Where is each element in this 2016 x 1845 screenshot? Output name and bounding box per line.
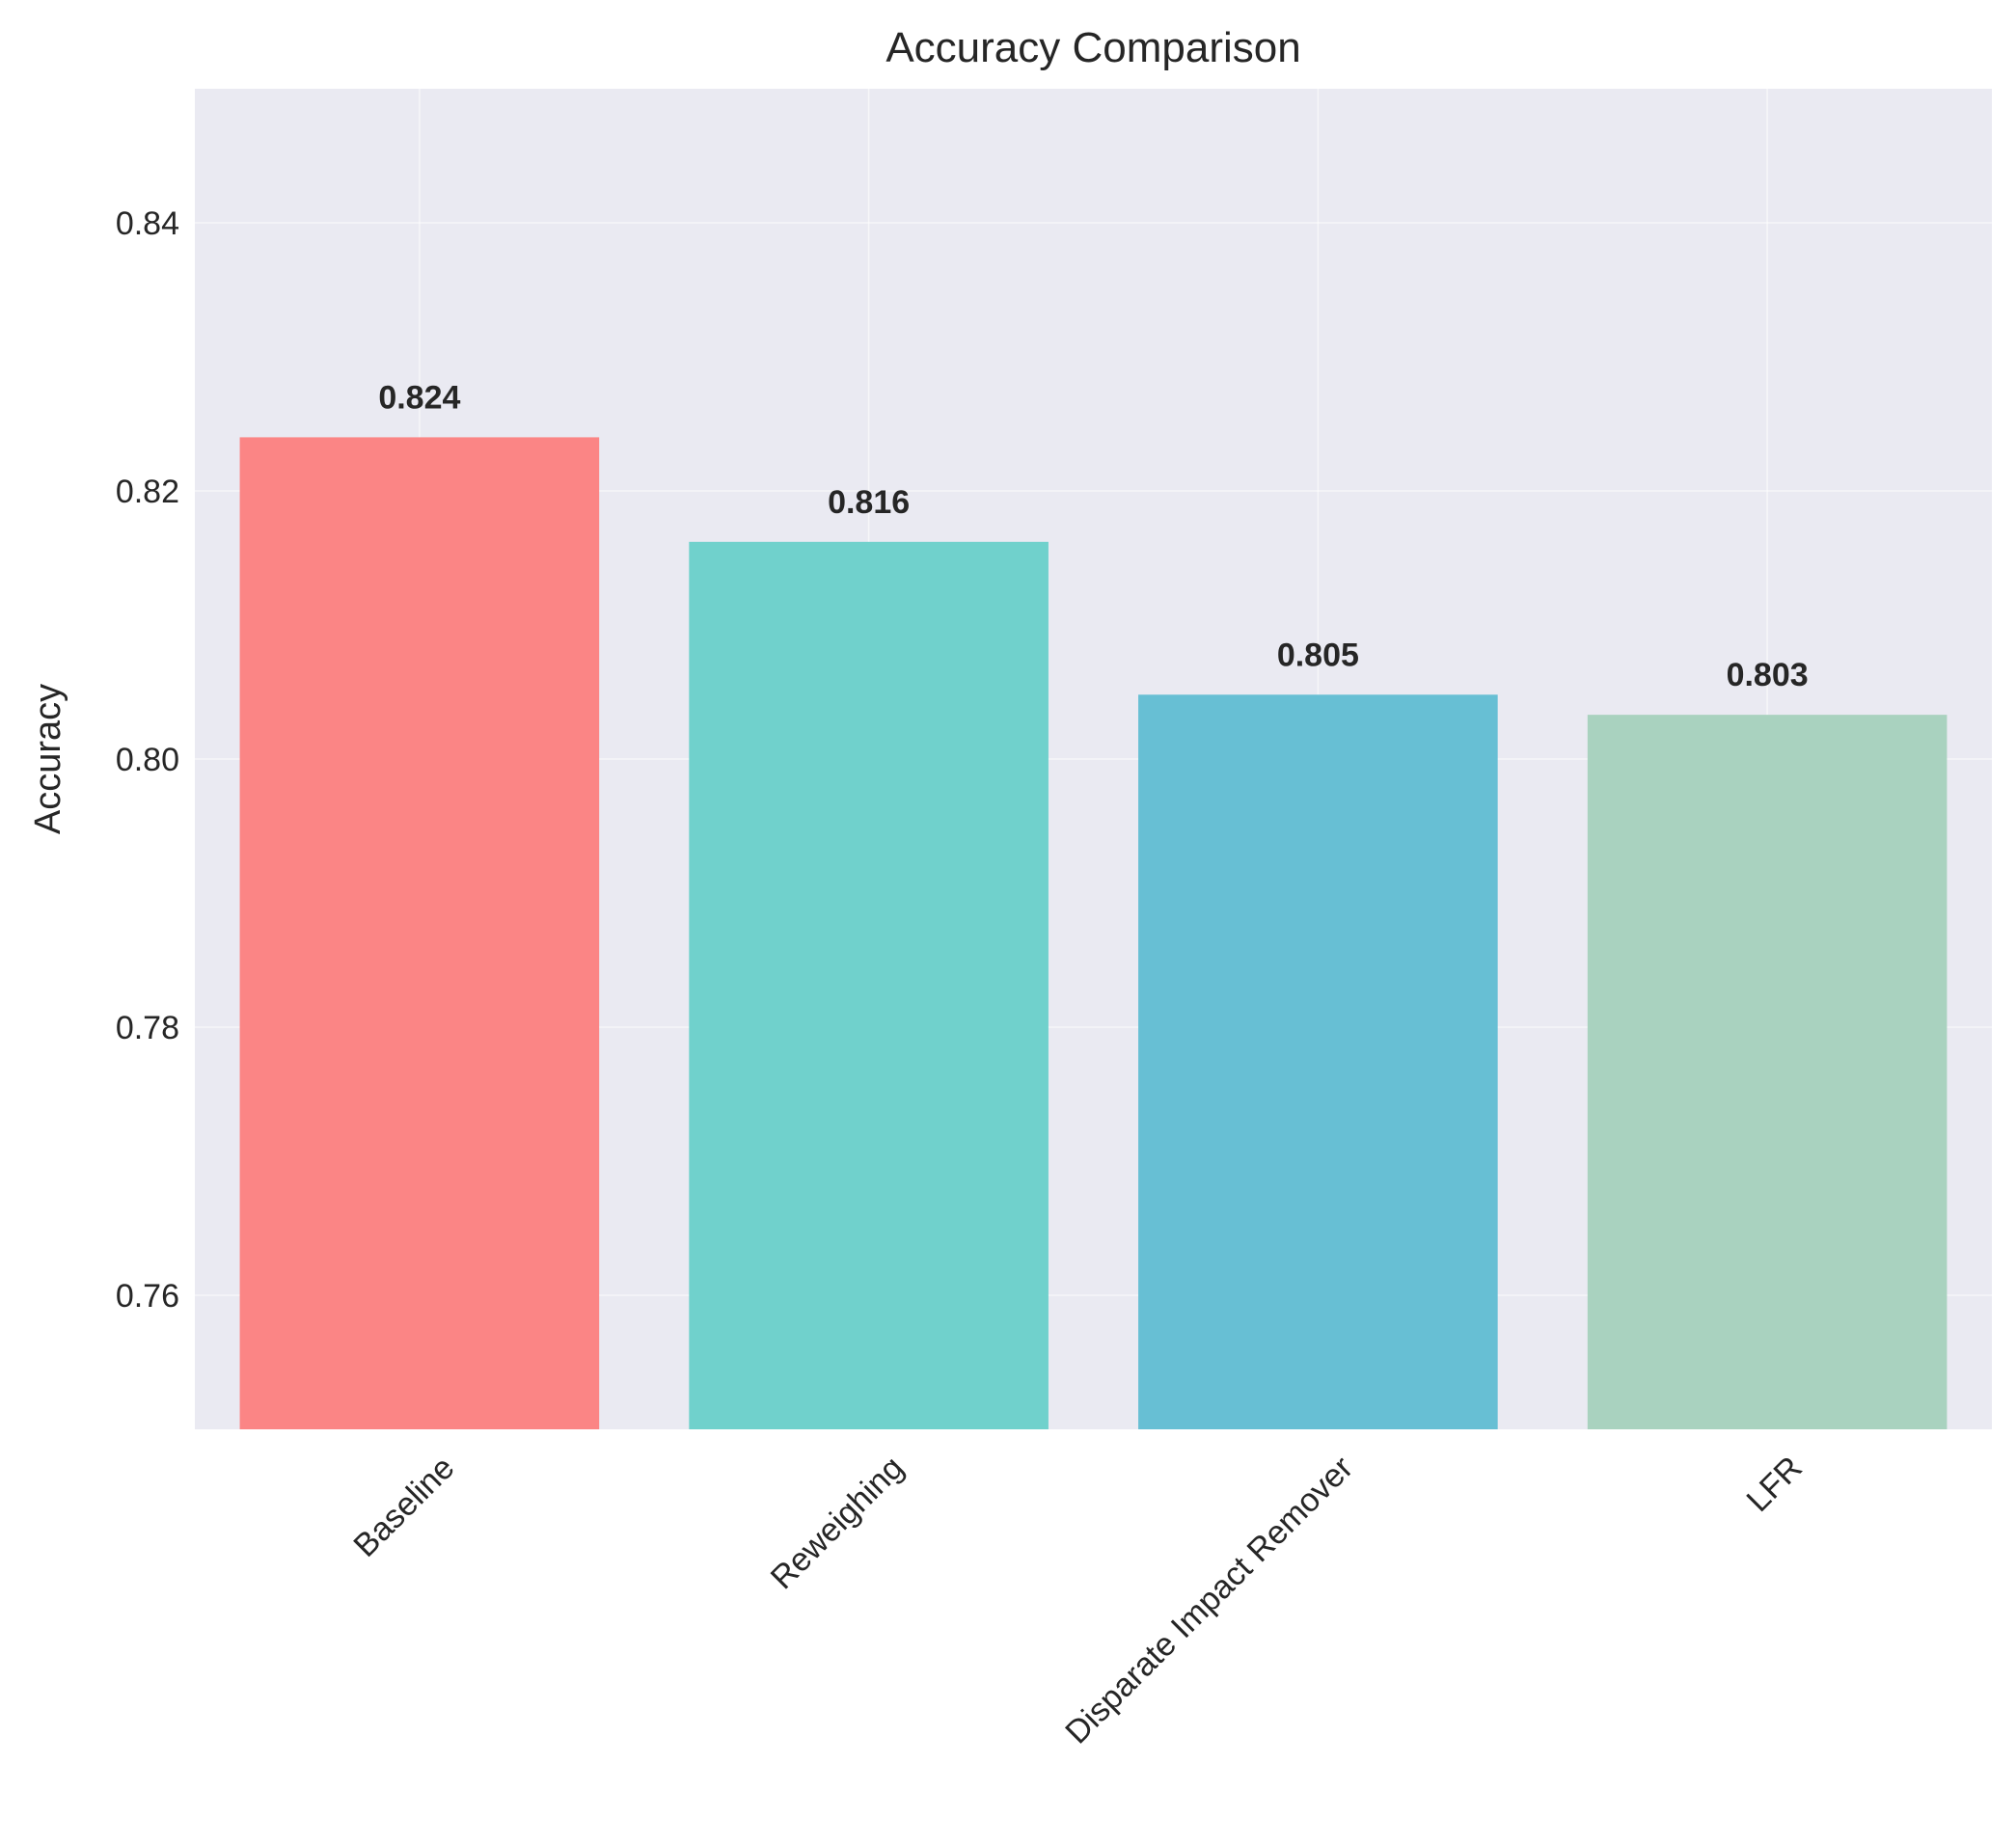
bar-value-label: 0.803 [1727, 657, 1809, 693]
bar [1138, 694, 1498, 1429]
y-axis-ticks: 0.76 0.78 0.80 0.82 0.84 [116, 205, 179, 1315]
y-tick-label: 0.82 [116, 474, 179, 510]
bar-value-label: 0.816 [828, 484, 910, 521]
bar [689, 541, 1049, 1429]
bar [1587, 715, 1948, 1429]
y-tick-label: 0.80 [116, 742, 179, 778]
y-tick-label: 0.84 [116, 205, 179, 242]
x-axis-ticks: Baseline Reweighing Disparate Impact Remov… [346, 1450, 1809, 1751]
x-tick-label: Baseline [346, 1450, 461, 1564]
x-tick-label: LFR [1739, 1450, 1809, 1519]
value-labels: 0.824 0.816 0.805 0.803 [378, 379, 1808, 693]
y-tick-label: 0.78 [116, 1010, 179, 1046]
y-tick-label: 0.76 [116, 1278, 179, 1315]
x-tick-label: Reweighing [764, 1450, 912, 1597]
bar-value-label: 0.824 [378, 379, 460, 416]
x-tick-label: Disparate Impact Remover [1058, 1450, 1360, 1751]
bar [239, 437, 600, 1429]
chart-title: Accuracy Comparison [885, 24, 1300, 71]
y-axis-label: Accuracy [28, 684, 68, 834]
bar-value-label: 0.805 [1277, 637, 1359, 673]
bars [239, 437, 1948, 1429]
